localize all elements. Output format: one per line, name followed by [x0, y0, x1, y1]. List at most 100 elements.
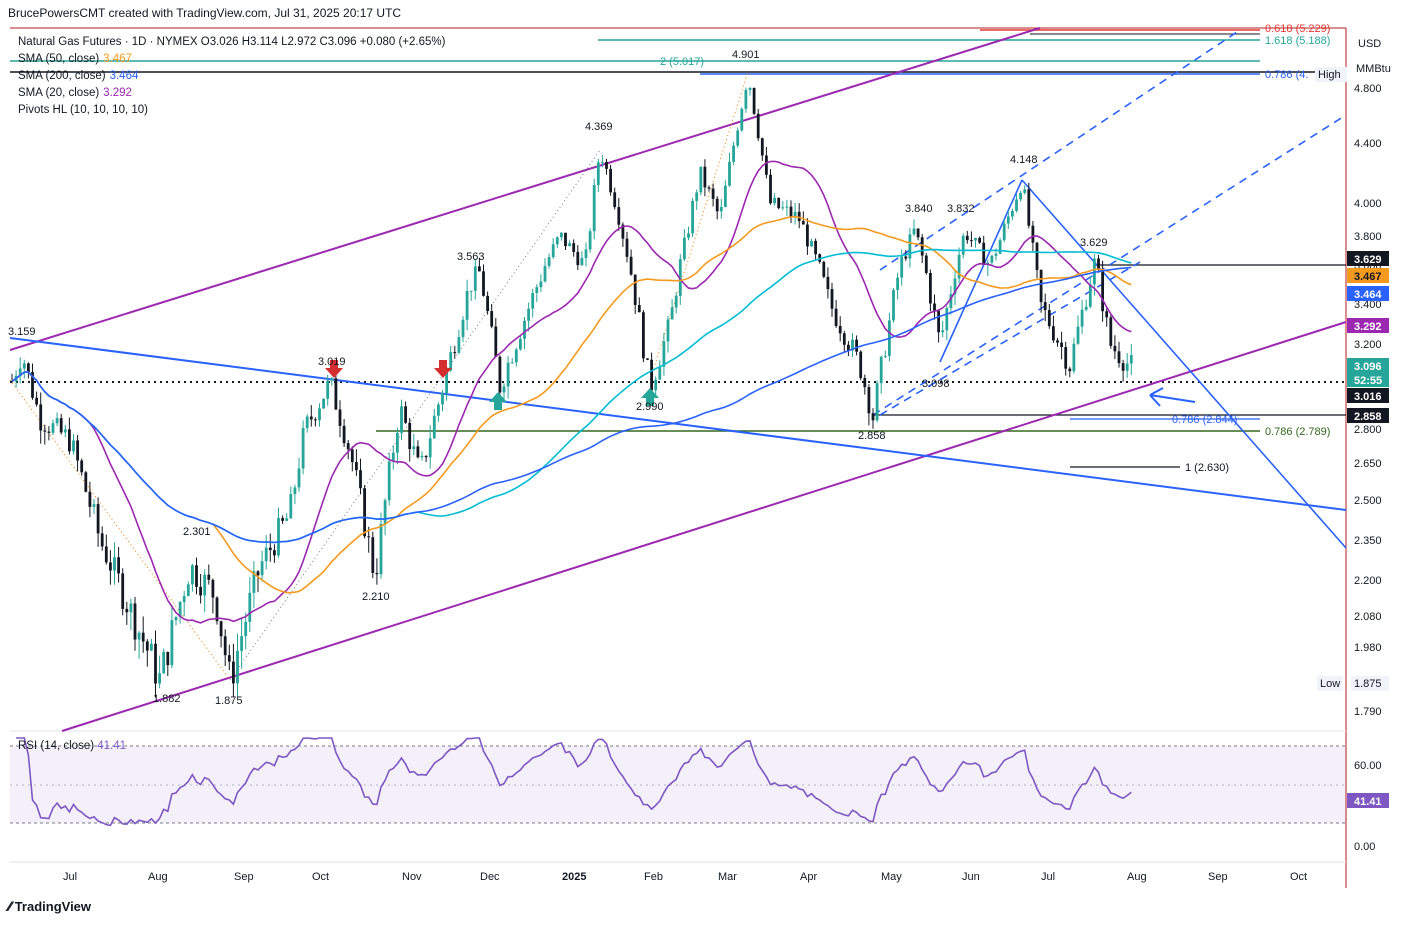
price-badge: 3.467 — [1347, 268, 1389, 283]
legend-sma50[interactable]: SMA (50, close) 3.467 — [18, 51, 445, 68]
candle-body — [350, 449, 354, 463]
candle — [756, 108, 760, 141]
candle-body — [1113, 345, 1117, 352]
candle-body — [506, 362, 510, 387]
pivot-label: 3.629 — [1080, 237, 1108, 249]
candle-body — [150, 643, 153, 651]
candle-body — [260, 561, 264, 576]
candle — [633, 274, 637, 314]
candle — [244, 612, 248, 650]
candle-body — [207, 574, 211, 580]
fib-label: 1.875 — [1354, 678, 1382, 690]
candle — [375, 558, 379, 585]
candle — [933, 294, 936, 320]
candle-body — [617, 207, 621, 225]
candle — [1064, 341, 1068, 376]
candle-body — [797, 211, 801, 222]
candle-body — [732, 145, 735, 162]
candle — [400, 399, 403, 440]
candle — [551, 238, 555, 259]
candle-body — [301, 428, 305, 469]
candle-body — [834, 308, 838, 326]
candle — [469, 290, 473, 301]
candle-body — [182, 596, 186, 603]
candle — [892, 288, 895, 323]
time-tick-label: Jun — [962, 871, 980, 883]
candle-body — [965, 235, 969, 241]
candle — [154, 630, 157, 698]
price-badge-text: 52:55 — [1354, 375, 1382, 387]
tradingview-footer[interactable]: ⁄⁄ TradingView — [8, 898, 91, 914]
pivot-label: 3.832 — [947, 203, 975, 215]
candle — [953, 269, 957, 305]
candle — [314, 417, 317, 427]
candle — [502, 383, 506, 399]
candle-body — [223, 636, 227, 656]
candle — [297, 457, 301, 492]
legend-sma200[interactable]: SMA (200, close) 3.464 — [18, 68, 445, 85]
candle-body — [801, 221, 805, 225]
candle — [1088, 276, 1092, 309]
candle — [1129, 344, 1133, 375]
pivot-zigzag-2 — [229, 149, 601, 681]
sma200-line — [11, 266, 1132, 544]
candle-body — [461, 319, 465, 338]
candle — [1023, 185, 1027, 195]
legend-sma20[interactable]: SMA (20, close) 3.292 — [18, 85, 445, 102]
candle-body — [22, 363, 26, 369]
candle-body — [256, 571, 260, 576]
candle — [662, 332, 666, 376]
candle-body — [560, 232, 563, 238]
triangle-upper-line — [1021, 179, 1347, 549]
candle — [740, 107, 744, 132]
candle — [207, 564, 211, 585]
fib-label: 1 (2.630) — [1185, 462, 1229, 474]
candle-body — [633, 274, 637, 306]
pivot-label: 1.882 — [153, 693, 181, 705]
legend-pivots[interactable]: Pivots HL (10, 10, 10, 10) — [18, 102, 445, 119]
candle-body — [662, 341, 666, 367]
candle — [379, 512, 383, 579]
time-tick-label: Jul — [63, 871, 77, 883]
candle-body — [777, 197, 781, 209]
candle-body — [203, 574, 207, 596]
candle — [613, 187, 617, 210]
candle — [473, 258, 477, 300]
symbol-line: Natural Gas Futures · 1D · NYMEX O3.026 … — [18, 36, 446, 48]
candle-body — [1072, 343, 1076, 372]
candle — [588, 228, 592, 253]
buy-arrow-icon — [641, 388, 659, 406]
candle-body — [396, 432, 399, 453]
candle-body — [129, 603, 133, 613]
candle-body — [338, 409, 342, 426]
candle-body — [863, 378, 867, 388]
candle — [236, 633, 239, 698]
candle-body — [1117, 351, 1121, 364]
rsi-legend[interactable]: RSI (14, close) 41.41 — [18, 740, 126, 752]
candle — [514, 347, 518, 367]
candle-body — [191, 565, 194, 585]
candle-body — [293, 487, 297, 495]
rsi-tick-label: 0.00 — [1354, 841, 1375, 853]
candle-body — [510, 362, 514, 364]
candle-body — [970, 240, 973, 242]
candle-body — [896, 277, 899, 290]
candle-body — [601, 162, 604, 164]
time-tick-label: Oct — [312, 871, 329, 883]
candle — [432, 408, 436, 440]
candle-body — [539, 281, 543, 288]
candle-body — [297, 468, 301, 488]
chart-caption: BrucePowersCMT created with TradingView.… — [8, 6, 402, 20]
candle-body — [596, 162, 600, 185]
candle — [998, 237, 1002, 255]
candle — [949, 285, 953, 315]
time-tick-label: Sep — [1208, 871, 1228, 883]
candle — [1109, 314, 1113, 349]
candle — [391, 445, 395, 470]
candle — [642, 310, 645, 363]
candle — [338, 400, 342, 438]
indicator-legend: Natural Gas Futures · 1D · NYMEX O3.026 … — [18, 34, 445, 119]
candle-body — [752, 88, 756, 114]
candle — [158, 655, 161, 689]
